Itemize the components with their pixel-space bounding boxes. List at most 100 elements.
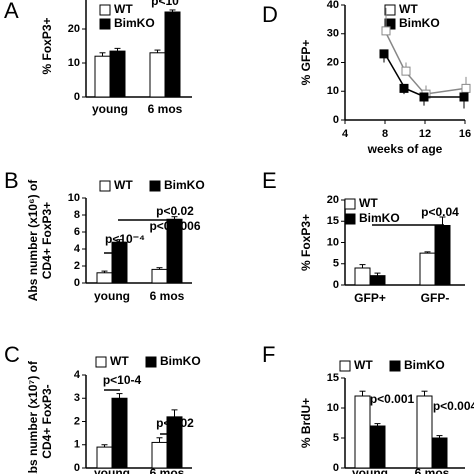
y-tick-label: 15	[327, 372, 339, 384]
y-tick-label: 5	[333, 432, 339, 444]
legend-swatch	[145, 356, 157, 368]
x-tick-label: 4	[342, 128, 349, 140]
legend-swatch	[344, 198, 356, 210]
y-tick-label: 0	[333, 462, 339, 474]
x-tick-label: young	[92, 102, 128, 116]
annotation: p<10⁻⁴	[105, 232, 145, 246]
bar	[354, 267, 371, 286]
bar	[111, 397, 128, 469]
y-tick-label: 20	[68, 23, 80, 35]
y-tick-label: 10	[68, 192, 80, 204]
panel-letter: F	[262, 342, 275, 367]
y-tick-label: 4	[74, 243, 81, 255]
annotation: p<10-4	[103, 373, 142, 387]
x-tick-label: 12	[419, 128, 431, 140]
y-axis-label: Abs number (x10⁶) of	[26, 179, 40, 302]
y-tick-label: 4	[74, 369, 81, 381]
y-axis-label: % GFP+	[299, 40, 313, 86]
y-tick-label: 0	[74, 462, 80, 474]
y-tick-label: 8	[74, 209, 80, 221]
y-tick-label: 10	[327, 402, 339, 414]
legend-swatch	[99, 4, 111, 16]
y-axis-label: CD4+ FoxP3+	[40, 202, 54, 279]
x-tick-label: young	[94, 289, 130, 303]
panel-letter: C	[4, 342, 20, 367]
panel-letter: D	[262, 2, 278, 27]
legend-swatch	[99, 180, 111, 192]
legend-label: WT	[114, 2, 133, 16]
legend-swatch	[339, 360, 351, 372]
y-tick-label: 10	[327, 85, 339, 97]
y-tick-label: 6	[74, 226, 80, 238]
legend-swatch	[344, 213, 356, 225]
panel-letter: A	[4, 0, 19, 23]
y-tick-label: 40	[327, 0, 339, 11]
point	[401, 66, 411, 76]
legend-label: WT	[354, 358, 373, 372]
bar	[149, 52, 166, 98]
point	[459, 92, 469, 102]
point	[461, 83, 471, 93]
y-tick-label: 30	[327, 28, 339, 40]
y-tick-label: 20	[327, 56, 339, 68]
bar	[164, 11, 181, 98]
y-tick-label: 10	[68, 57, 80, 69]
bar	[369, 275, 386, 286]
point	[419, 92, 429, 102]
legend-label: BimKO	[114, 16, 155, 30]
bar	[434, 225, 451, 286]
series-line	[384, 53, 465, 98]
y-tick-label: 1	[74, 439, 80, 451]
y-tick-label: 5	[333, 258, 339, 270]
legend-label: BimKO	[404, 358, 445, 372]
y-tick-label: 2	[74, 260, 80, 272]
x-tick-label: 6 mos	[150, 289, 185, 303]
point	[399, 83, 409, 93]
x-tick-label: GFP-	[421, 291, 450, 305]
legend-swatch	[384, 4, 396, 16]
bar	[151, 268, 168, 284]
legend-label: BimKO	[399, 16, 440, 30]
x-axis-label: weeks of age	[367, 142, 443, 156]
y-tick-label: 3	[74, 392, 80, 404]
bar	[96, 272, 113, 284]
legend-swatch	[95, 356, 107, 368]
annotation: p<10	[151, 0, 179, 8]
x-tick-label: young	[94, 466, 130, 474]
x-tick-label: 6 mos	[150, 466, 185, 474]
y-axis-label: CD4+ FoxP3-	[40, 384, 54, 458]
annotation: p<0.02	[156, 416, 194, 430]
bar	[354, 395, 371, 469]
y-axis-label: Abs number (x10⁷) of	[26, 360, 40, 474]
x-tick-label: 6 mos	[415, 466, 450, 474]
y-tick-label: 0	[74, 277, 80, 289]
y-tick-label: 15	[327, 215, 339, 227]
x-tick-label: GFP+	[354, 291, 386, 305]
y-axis-label: % BrdU+	[299, 398, 313, 448]
bar	[416, 395, 433, 469]
y-tick-label: 2	[74, 415, 80, 427]
point	[381, 26, 391, 36]
annotation: p<0.04	[421, 205, 459, 219]
panel-letter: E	[262, 168, 277, 193]
annotation: p<0.001	[370, 392, 415, 406]
x-tick-label: 8	[382, 128, 388, 140]
point	[379, 49, 389, 59]
annotation: p<0.02	[156, 204, 194, 218]
bar	[96, 446, 113, 469]
bar	[419, 252, 436, 286]
panel-letter: B	[4, 168, 19, 193]
y-tick-label: 10	[327, 236, 339, 248]
x-tick-label: young	[352, 466, 388, 474]
annotation: p<0.0006	[149, 219, 200, 233]
legend-label: BimKO	[160, 354, 201, 368]
y-tick-label: 0	[74, 91, 80, 103]
legend-label: BimKO	[164, 178, 205, 192]
legend-label: BimKO	[359, 211, 400, 225]
bar	[94, 55, 111, 98]
bar	[109, 50, 126, 98]
x-tick-label: 16	[459, 128, 471, 140]
bar	[431, 437, 448, 469]
bar	[151, 441, 168, 469]
y-tick-label: 0	[333, 279, 339, 291]
